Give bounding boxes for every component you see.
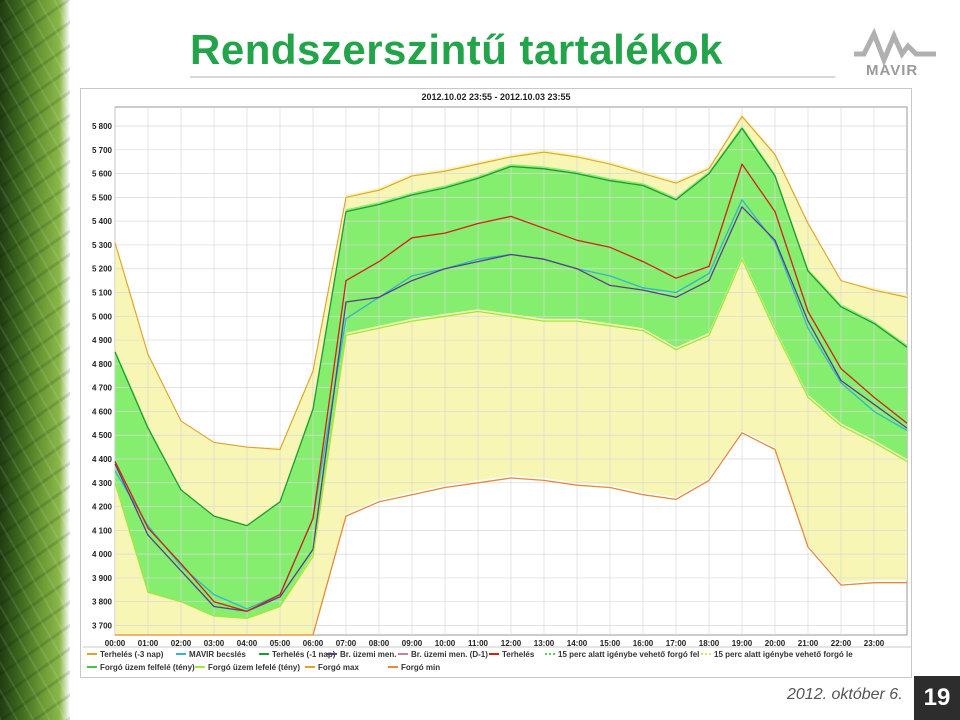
- y-tick-label: 4 600: [92, 407, 113, 416]
- y-tick-label: 4 200: [92, 503, 113, 512]
- y-tick-label: 5 100: [92, 289, 113, 298]
- y-tick-label: 4 400: [92, 455, 113, 464]
- y-tick-label: 5 200: [92, 265, 113, 274]
- y-tick-label: 3 700: [92, 621, 113, 630]
- legend-label: Forgó üzem felfelé (tény): [100, 663, 195, 672]
- legend-label: Forgó min: [401, 663, 440, 672]
- x-tick-label: 06:00: [303, 639, 324, 648]
- chart-legend: Terhelés (-3 nap) MAVIR becslés Terhelés (…: [83, 646, 911, 672]
- y-tick-label: 4 300: [92, 479, 113, 488]
- series-line-6: [115, 432, 907, 636]
- logo-text: MAVIR: [866, 62, 919, 79]
- slide-title: Rendszerszintű tartalékok: [190, 26, 723, 73]
- x-tick-label: 14:00: [567, 639, 588, 648]
- legend-label: Terhelés: [502, 650, 535, 659]
- y-tick-label: 4 000: [92, 550, 113, 559]
- x-tick-label: 13:00: [534, 639, 555, 648]
- y-tick-label: 4 100: [92, 526, 113, 535]
- series-line-4: [114, 163, 908, 612]
- x-tick-label: 12:00: [501, 639, 522, 648]
- series-line-5: [114, 258, 908, 620]
- x-tick-label: 03:00: [204, 639, 225, 648]
- chart-panel: 2012.10.02 23:55 - 2012.10.03 23:55 3 70…: [80, 88, 912, 678]
- legend-label: Forgó üzem lefelé (tény): [208, 663, 300, 672]
- x-tick-label: 11:00: [468, 639, 489, 648]
- y-tick-label: 5 800: [92, 122, 113, 131]
- y-tick-label: 4 700: [92, 384, 113, 393]
- legend-label: Terhelés (-3 nap): [100, 650, 164, 659]
- page-number-badge: 19: [914, 676, 960, 720]
- x-tick-label: 23:00: [864, 639, 885, 648]
- y-tick-label: 3 800: [92, 598, 113, 607]
- y-tick-label: 4 900: [92, 336, 113, 345]
- x-tick-label: 07:00: [336, 639, 357, 648]
- legend-label: MAVIR becslés: [189, 650, 246, 659]
- slide-date: 2012. október 6.: [787, 686, 903, 703]
- mavir-logo-icon: [854, 27, 936, 67]
- chart-title: 2012.10.02 23:55 - 2012.10.03 23:55: [421, 92, 570, 102]
- x-tick-label: 09:00: [402, 639, 423, 648]
- series-line-0: [114, 115, 908, 451]
- x-tick-label: 08:00: [369, 639, 390, 648]
- x-tick-label: 00:00: [105, 639, 126, 648]
- x-tick-label: 19:00: [732, 639, 753, 648]
- x-tick-label: 04:00: [237, 639, 258, 648]
- y-tick-label: 4 500: [92, 431, 113, 440]
- y-tick-label: 5 500: [92, 193, 113, 202]
- reserve-chart: 2012.10.02 23:55 - 2012.10.03 23:55 3 70…: [83, 92, 911, 672]
- y-tick-label: 5 400: [92, 217, 113, 226]
- x-tick-label: 22:00: [831, 639, 852, 648]
- title-divider: [190, 76, 835, 78]
- legend-label: Terhelés (-1 nap): [272, 650, 336, 659]
- decorative-side-band: [0, 0, 70, 720]
- legend-label: Br. üzemi men. (D-1): [411, 650, 488, 659]
- x-tick-label: 05:00: [270, 639, 291, 648]
- x-tick-label: 18:00: [699, 639, 720, 648]
- plot-area: 3 700 3 800 3 900 4 000 4 100 4 200 4 300 4 400…: [92, 106, 908, 648]
- y-tick-label: 4 800: [92, 360, 113, 369]
- x-tick-label: 21:00: [798, 639, 819, 648]
- x-tick-label: 16:00: [633, 639, 654, 648]
- y-tick-label: 5 300: [92, 241, 113, 250]
- x-tick-label: 02:00: [171, 639, 192, 648]
- x-tick-label: 10:00: [435, 639, 456, 648]
- legend-label: 15 perc alatt igénybe vehető forgó fel: [558, 650, 699, 659]
- y-tick-label: 3 900: [92, 574, 113, 583]
- y-tick-label: 5 000: [92, 312, 113, 321]
- legend-label: Br. üzemi men.: [340, 650, 396, 659]
- legend-label: Forgó max: [318, 663, 359, 672]
- y-tick-label: 5 600: [92, 170, 113, 179]
- x-tick-label: 17:00: [666, 639, 687, 648]
- x-tick-label: 20:00: [765, 639, 786, 648]
- legend-label: 15 perc alatt igénybe vehető forgó le: [714, 650, 853, 659]
- y-tick-label: 5 700: [92, 146, 113, 155]
- x-tick-label: 01:00: [138, 639, 159, 648]
- series-line-2: [114, 127, 908, 527]
- x-tick-label: 15:00: [600, 639, 621, 648]
